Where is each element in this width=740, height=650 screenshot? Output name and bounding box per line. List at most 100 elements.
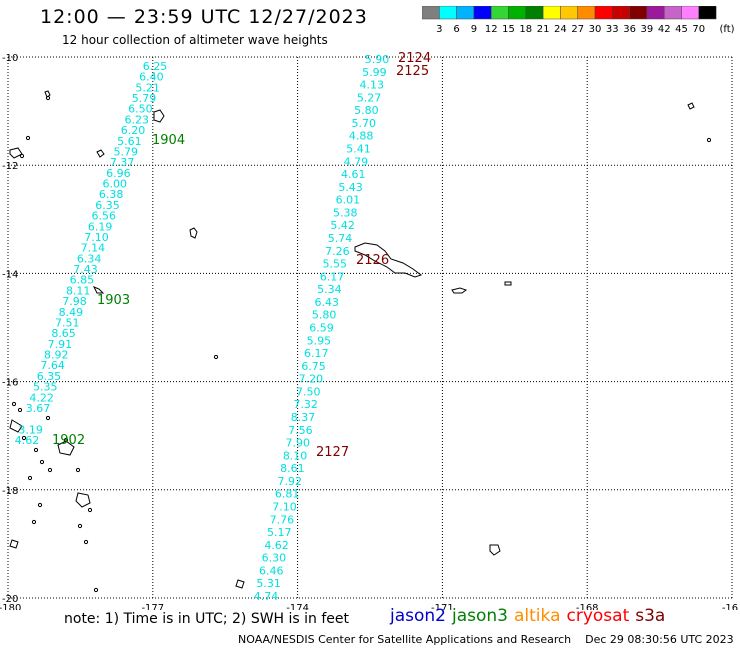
- colorbar-tick-label: 21: [537, 24, 550, 35]
- longitude-tick-label: -177: [141, 603, 164, 610]
- islet: [33, 447, 39, 453]
- island-outline: [687, 102, 695, 110]
- island-outline: [92, 286, 105, 294]
- colorbar-tick-label: 6: [453, 24, 459, 35]
- colorbar-tick-label: 42: [658, 24, 671, 35]
- island-outline: [9, 539, 19, 549]
- wave-height-value: 6.34: [77, 252, 102, 265]
- colorbar-tick-label: 15: [502, 24, 515, 35]
- wave-height-value: 8.49: [59, 306, 84, 319]
- island-outline: [489, 544, 501, 556]
- island-outline: [96, 149, 105, 158]
- colorbar-swatch: [698, 6, 717, 20]
- wave-height-value: 6.46: [259, 564, 284, 577]
- longitude-tick-label: -171: [431, 603, 454, 610]
- colorbar-tick-label: 36: [623, 24, 636, 35]
- island-outline: [451, 287, 468, 294]
- wave-height-value: 5.17: [267, 526, 292, 539]
- wave-height-value: 6.17: [320, 270, 345, 283]
- wave-height-value: 5.21: [135, 81, 160, 94]
- wave-height-value: 6.40: [139, 71, 164, 84]
- islet: [19, 153, 25, 159]
- islet: [83, 539, 89, 545]
- wave-height-value: 5.70: [352, 117, 377, 130]
- islet: [39, 459, 45, 465]
- wave-height-value: 5.95: [307, 334, 332, 347]
- island-outline: [44, 90, 51, 98]
- legend-altika: altika: [514, 606, 561, 626]
- longitude-tick-label: -180: [0, 603, 21, 610]
- wave-height-value: 5.43: [338, 181, 363, 194]
- wave-height-value: 8.65: [51, 327, 76, 340]
- wave-height-value: 5.99: [362, 66, 387, 79]
- islet: [47, 467, 53, 473]
- islet: [21, 435, 27, 441]
- wave-height-value: 6.75: [301, 360, 326, 373]
- islet: [17, 407, 23, 413]
- wave-height-value: 5.42: [330, 219, 355, 232]
- island-outline: [235, 579, 245, 589]
- islet: [706, 137, 712, 143]
- island-outline: [153, 109, 165, 123]
- map-title: 12:00 — 23:59 UTC 12/27/2023: [40, 6, 368, 28]
- wave-height-value: 6.81: [275, 488, 300, 501]
- pass-number-label: 2124: [398, 51, 431, 66]
- wave-height-value: 4.61: [341, 168, 366, 181]
- wave-height-value: 4.74: [254, 590, 279, 603]
- colorbar-tick-label: 27: [571, 24, 584, 35]
- wave-height-value: 8.92: [44, 349, 69, 362]
- wave-height-value: 6.43: [315, 296, 340, 309]
- wave-height-value: 4.13: [359, 79, 384, 92]
- pass-number-label: 2127: [316, 445, 349, 460]
- wave-height-value: 5.55: [322, 258, 347, 271]
- wave-height-value: 5.80: [354, 104, 379, 117]
- wave-height-value: 6.00: [103, 178, 128, 191]
- longitude-tick-label: -16: [722, 603, 738, 610]
- wave-height-value: 6.17: [304, 347, 329, 360]
- latitude-tick-label: -20: [2, 594, 18, 605]
- colorbar-tick-label: 33: [606, 24, 619, 35]
- wave-height-value: 7.92: [278, 475, 303, 488]
- island-outline: [354, 242, 423, 278]
- wave-height-value: 5.34: [317, 283, 342, 296]
- wave-height-value: 5.79: [132, 92, 157, 105]
- pass-number-label: 1904: [152, 133, 185, 148]
- island-outline: [75, 492, 91, 508]
- wave-height-value: 4.62: [264, 539, 289, 552]
- wave-height-value: 7.37: [110, 156, 135, 169]
- wave-height-value: 6.35: [95, 199, 120, 212]
- wave-height-value: 7.90: [285, 437, 310, 450]
- wave-height-value: 7.43: [73, 263, 98, 276]
- pass-number-label: 2125: [396, 64, 429, 79]
- wave-height-map: -180 -177 -174 -171 -168 -16 -10-12-14-16-18-…: [0, 51, 738, 610]
- wave-height-value: 4.79: [344, 155, 369, 168]
- wave-height-value: 5.41: [346, 143, 371, 156]
- wave-height-value: 5.79: [113, 145, 138, 158]
- wave-height-value: 5.27: [357, 91, 382, 104]
- latitude-tick-label: -16: [2, 378, 18, 389]
- colorbar-tick-label: 12: [485, 24, 498, 35]
- latitude-tick-label: -12: [2, 161, 18, 172]
- islet: [11, 401, 17, 407]
- colorbar-unit: (ft): [719, 24, 734, 35]
- island-outline: [57, 440, 75, 456]
- islet: [75, 467, 81, 473]
- footer-credit: NOAA/NESDIS Center for Satellite Applica…: [238, 633, 734, 646]
- islet: [37, 502, 43, 508]
- wave-height-value: 6.01: [336, 194, 361, 207]
- wave-height-value: 5.80: [312, 309, 337, 322]
- island-outline: [189, 227, 198, 239]
- wave-height-value: 6.85: [70, 274, 95, 287]
- wave-height-value: 7.91: [48, 338, 73, 351]
- wave-height-value: 6.25: [143, 60, 168, 73]
- islet: [31, 519, 37, 525]
- latitude-tick-labels: -10 -12 -14 -16 -18 -20: [2, 53, 18, 605]
- legend-jason3: jason3: [452, 606, 508, 626]
- colorbar-tick-label: 45: [675, 24, 688, 35]
- wave-height-value: 6.20: [121, 124, 146, 137]
- islet: [93, 587, 99, 593]
- wave-height-value: 3.19: [18, 423, 43, 436]
- wave-height-value: 7.10: [84, 231, 109, 244]
- islet: [45, 415, 51, 421]
